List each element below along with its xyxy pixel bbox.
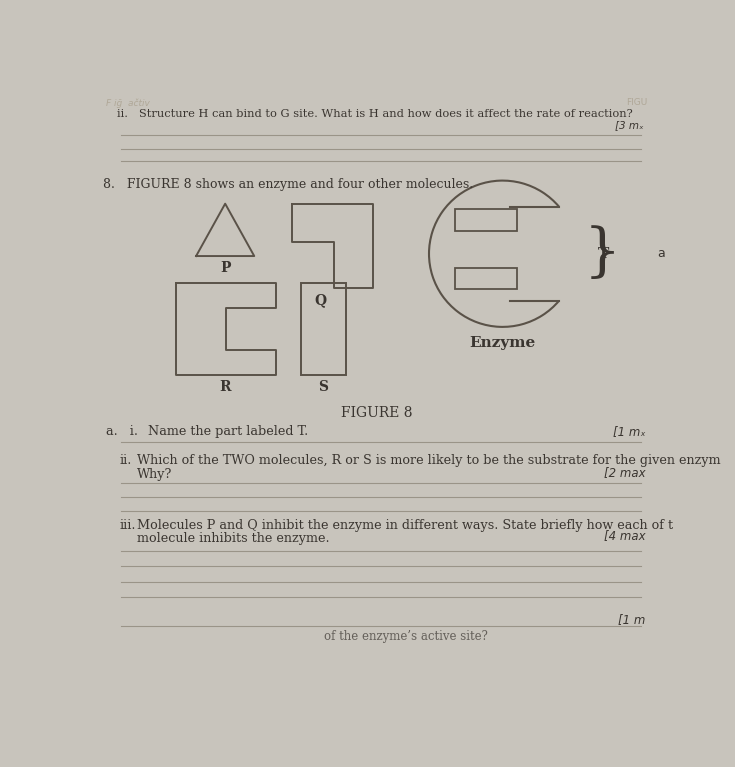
Text: R: R bbox=[220, 380, 231, 394]
Text: of the enzyme’s active site?: of the enzyme’s active site? bbox=[324, 630, 488, 644]
Text: F iğ  ačtiv: F iğ ačtiv bbox=[106, 98, 150, 107]
Text: P: P bbox=[220, 261, 231, 275]
Bar bbox=[454, 209, 517, 231]
Bar bbox=[301, 283, 346, 375]
Text: S: S bbox=[318, 380, 329, 394]
Text: T: T bbox=[598, 247, 609, 261]
Text: a.   i.: a. i. bbox=[106, 425, 138, 438]
Text: iii.: iii. bbox=[120, 518, 136, 532]
Text: [1 m: [1 m bbox=[618, 613, 645, 626]
Text: 8.   FIGURE 8 shows an enzyme and four other molecules.: 8. FIGURE 8 shows an enzyme and four oth… bbox=[103, 178, 473, 191]
Text: molecule inhibits the enzyme.: molecule inhibits the enzyme. bbox=[137, 532, 329, 545]
Bar bbox=[454, 268, 517, 289]
Text: Molecules P and Q inhibit the enzyme in different ways. State briefly how each o: Molecules P and Q inhibit the enzyme in … bbox=[137, 518, 673, 532]
Text: Which of the TWO molecules, R or S is more likely to be the substrate for the gi: Which of the TWO molecules, R or S is mo… bbox=[137, 454, 720, 467]
Text: Enzyme: Enzyme bbox=[470, 336, 536, 350]
Text: [1 mₓ: [1 mₓ bbox=[612, 425, 645, 438]
Text: }: } bbox=[584, 225, 621, 281]
Text: ii.   Structure H can bind to G site. What is H and how does it affect the rate : ii. Structure H can bind to G site. What… bbox=[117, 109, 632, 119]
Text: [2 maⅹ: [2 maⅹ bbox=[603, 466, 645, 479]
Text: Q: Q bbox=[315, 293, 326, 307]
Text: [4 maⅹ: [4 maⅹ bbox=[603, 529, 645, 542]
Text: Name the part labeled T.: Name the part labeled T. bbox=[148, 425, 308, 438]
Text: Why?: Why? bbox=[137, 468, 172, 481]
Text: a: a bbox=[658, 247, 665, 260]
Text: FIGU: FIGU bbox=[627, 98, 648, 107]
Text: [3 mₓ: [3 mₓ bbox=[615, 120, 644, 130]
Text: ii.: ii. bbox=[120, 454, 132, 467]
Text: FIGURE 8: FIGURE 8 bbox=[340, 407, 412, 420]
